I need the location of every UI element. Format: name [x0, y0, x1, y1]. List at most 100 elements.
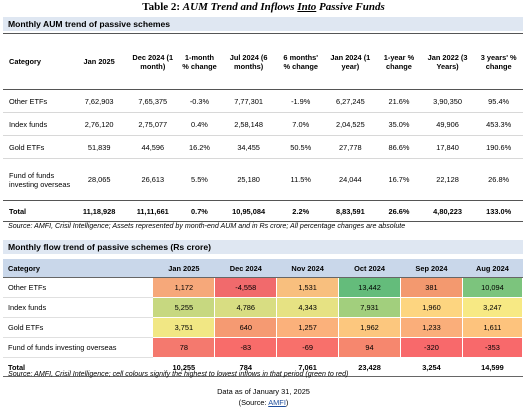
- table-cell: 2,04,525: [335, 119, 365, 129]
- total-cell: 10,95,084: [219, 200, 278, 222]
- heatmap-cell: 3,247: [461, 297, 524, 318]
- heatmap-cell: 4,343: [276, 297, 340, 318]
- aum-column-header: Jul 2024 (6 months): [219, 33, 278, 90]
- row-category: Gold ETFs: [3, 317, 153, 338]
- aum-column-header: Jan 2022 (3 Years): [420, 33, 475, 90]
- table-cell: -1.9%: [291, 96, 311, 106]
- heatmap-cell: 10,094: [461, 277, 524, 298]
- row-category: Other ETFs: [9, 96, 48, 106]
- heatmap-cell: 78: [152, 337, 216, 358]
- aum-column-header: 1-month % change: [179, 33, 220, 90]
- heatmap-cell: 381: [400, 277, 463, 298]
- total-cell: 11,18,928: [72, 200, 126, 222]
- table-cell: 25,180: [237, 175, 260, 184]
- total-cell: 784: [214, 357, 277, 377]
- total-cell: 133.0%: [474, 200, 523, 222]
- table-cell: 26,613: [141, 175, 165, 184]
- table-cell: 21.6%: [388, 96, 410, 106]
- table-row: Gold ETFs 3,751 640 1,257 1,962 1,233 1,611: [3, 317, 524, 338]
- heatmap-cell: 1,172: [152, 277, 216, 298]
- table-cell: 5.5%: [191, 175, 208, 184]
- table-cell: 22,128: [436, 175, 459, 184]
- total-cell: 0.7%: [179, 200, 220, 222]
- table-cell: 7,62,903: [84, 96, 114, 106]
- table-cell: -0.3%: [189, 96, 210, 106]
- aum-table: Category Jan 2025 Dec 2024 (1 month) 1-mont…: [3, 33, 523, 222]
- aum-column-header: 6 months' % change: [277, 33, 324, 90]
- heatmap-cell: 5,255: [152, 297, 216, 318]
- flow-section-heading: Monthly flow trend of passive schemes (R…: [3, 240, 523, 254]
- table-cell: 86.6%: [388, 142, 410, 152]
- flow-column-header: Oct 2024: [338, 259, 401, 278]
- total-cell: 23,428: [338, 357, 401, 377]
- total-label: Total: [3, 357, 153, 377]
- total-row: Total 10,255 784 7,061 23,428 3,254 14,599: [3, 357, 523, 377]
- aum-column-header: 3 years' % change: [474, 33, 523, 90]
- table-row: Index funds 5,255 4,786 4,343 7,931 1,960 3,24…: [3, 297, 524, 318]
- table-row: Gold ETFs 51,839 44,596 16.2% 34,455 50.5% 27,…: [3, 136, 523, 159]
- total-label: Total: [3, 200, 73, 222]
- heatmap-cell: 1,960: [400, 297, 463, 318]
- total-cell: 2.2%: [277, 200, 324, 222]
- table-cell: 16.7%: [388, 175, 410, 184]
- table-row: Fund of funds investing overseas 28,065 26…: [3, 159, 523, 201]
- aum-source-note: Source: AMFI, Crisil Intelligence; Asset…: [8, 222, 406, 230]
- heatmap-cell: 3,751: [152, 317, 216, 338]
- heatmap-cell: 1,233: [400, 317, 463, 338]
- table-cell: 11.5%: [290, 175, 311, 184]
- amfi-link[interactable]: AMFI: [268, 398, 286, 407]
- table-cell: 27,778: [339, 142, 362, 152]
- total-row: Total 11,18,928 11,11,661 0.7% 10,95,084 2.2%…: [3, 200, 523, 222]
- heatmap-cell: 4,786: [214, 297, 278, 318]
- flow-column-header: Jan 2025: [152, 259, 215, 278]
- table-cell: 6,27,245: [335, 96, 365, 106]
- table-cell: 7.0%: [292, 119, 310, 129]
- heatmap-cell: -69: [276, 337, 340, 358]
- total-cell: 14,599: [462, 357, 523, 377]
- table-cell: 2,75,077: [138, 119, 168, 129]
- row-category: Gold ETFs: [9, 142, 45, 152]
- heatmap-cell: 7,931: [338, 297, 402, 318]
- total-cell: 26.6%: [377, 200, 421, 222]
- row-category: Other ETFs: [3, 277, 153, 298]
- table-cell: 17,840: [436, 142, 459, 152]
- footer-source: (Source: AMFI): [238, 398, 289, 407]
- flow-column-header: Aug 2024: [462, 259, 523, 278]
- data-date-note: Data as of January 31, 2025: [217, 387, 310, 396]
- table-row: Other ETFs 7,62,903 7,65,375 -0.3% 7,77,301 -…: [3, 90, 523, 113]
- total-cell: 10,255: [152, 357, 215, 377]
- total-cell: 11,11,661: [125, 200, 180, 222]
- row-category: Fund of funds investing overseas: [3, 337, 153, 358]
- heatmap-cell: -320: [400, 337, 463, 358]
- flow-source-note: Source: AMFI, Crisil Intelligence; cell …: [8, 370, 349, 378]
- table-cell: 190.6%: [486, 142, 512, 152]
- heatmap-cell: 1,962: [338, 317, 402, 338]
- flow-column-header: Sep 2024: [400, 259, 463, 278]
- flow-column-header: Category: [3, 259, 153, 278]
- aum-column-header: Jan 2025: [72, 33, 126, 90]
- heatmap-cell: 13,442: [338, 277, 402, 298]
- flow-column-header: Dec 2024: [214, 259, 277, 278]
- heatmap-cell: 640: [214, 317, 278, 338]
- heatmap-cell: 1,257: [276, 317, 340, 338]
- table-cell: 26.8%: [488, 175, 510, 184]
- table-cell: 35.0%: [388, 119, 410, 129]
- table-cell: 51,839: [87, 142, 111, 152]
- aum-section-heading: Monthly AUM trend of passive schemes: [3, 17, 523, 31]
- table-row: Other ETFs 1,172 -4,558 1,531 13,442 381 10,09…: [3, 277, 524, 298]
- table-cell: 0.4%: [191, 119, 208, 129]
- table-row: Index funds 2,76,120 2,75,077 0.4% 2,58,148 7…: [3, 113, 523, 136]
- aum-column-header: Category: [3, 33, 73, 90]
- aum-column-header: Dec 2024 (1 month): [125, 33, 180, 90]
- table-cell: 24,044: [339, 175, 362, 184]
- table-cell: 34,455: [237, 142, 260, 152]
- table-cell: 16.2%: [188, 142, 210, 152]
- row-category: Index funds: [3, 297, 153, 318]
- table-cell: 7,65,375: [138, 96, 168, 106]
- heatmap-cell: 94: [338, 337, 402, 358]
- heatmap-cell: -83: [214, 337, 278, 358]
- total-cell: 7,061: [276, 357, 339, 377]
- heatmap-cell: 1,611: [461, 317, 524, 338]
- flow-column-header: Nov 2024: [276, 259, 339, 278]
- heatmap-cell: -353: [461, 337, 524, 358]
